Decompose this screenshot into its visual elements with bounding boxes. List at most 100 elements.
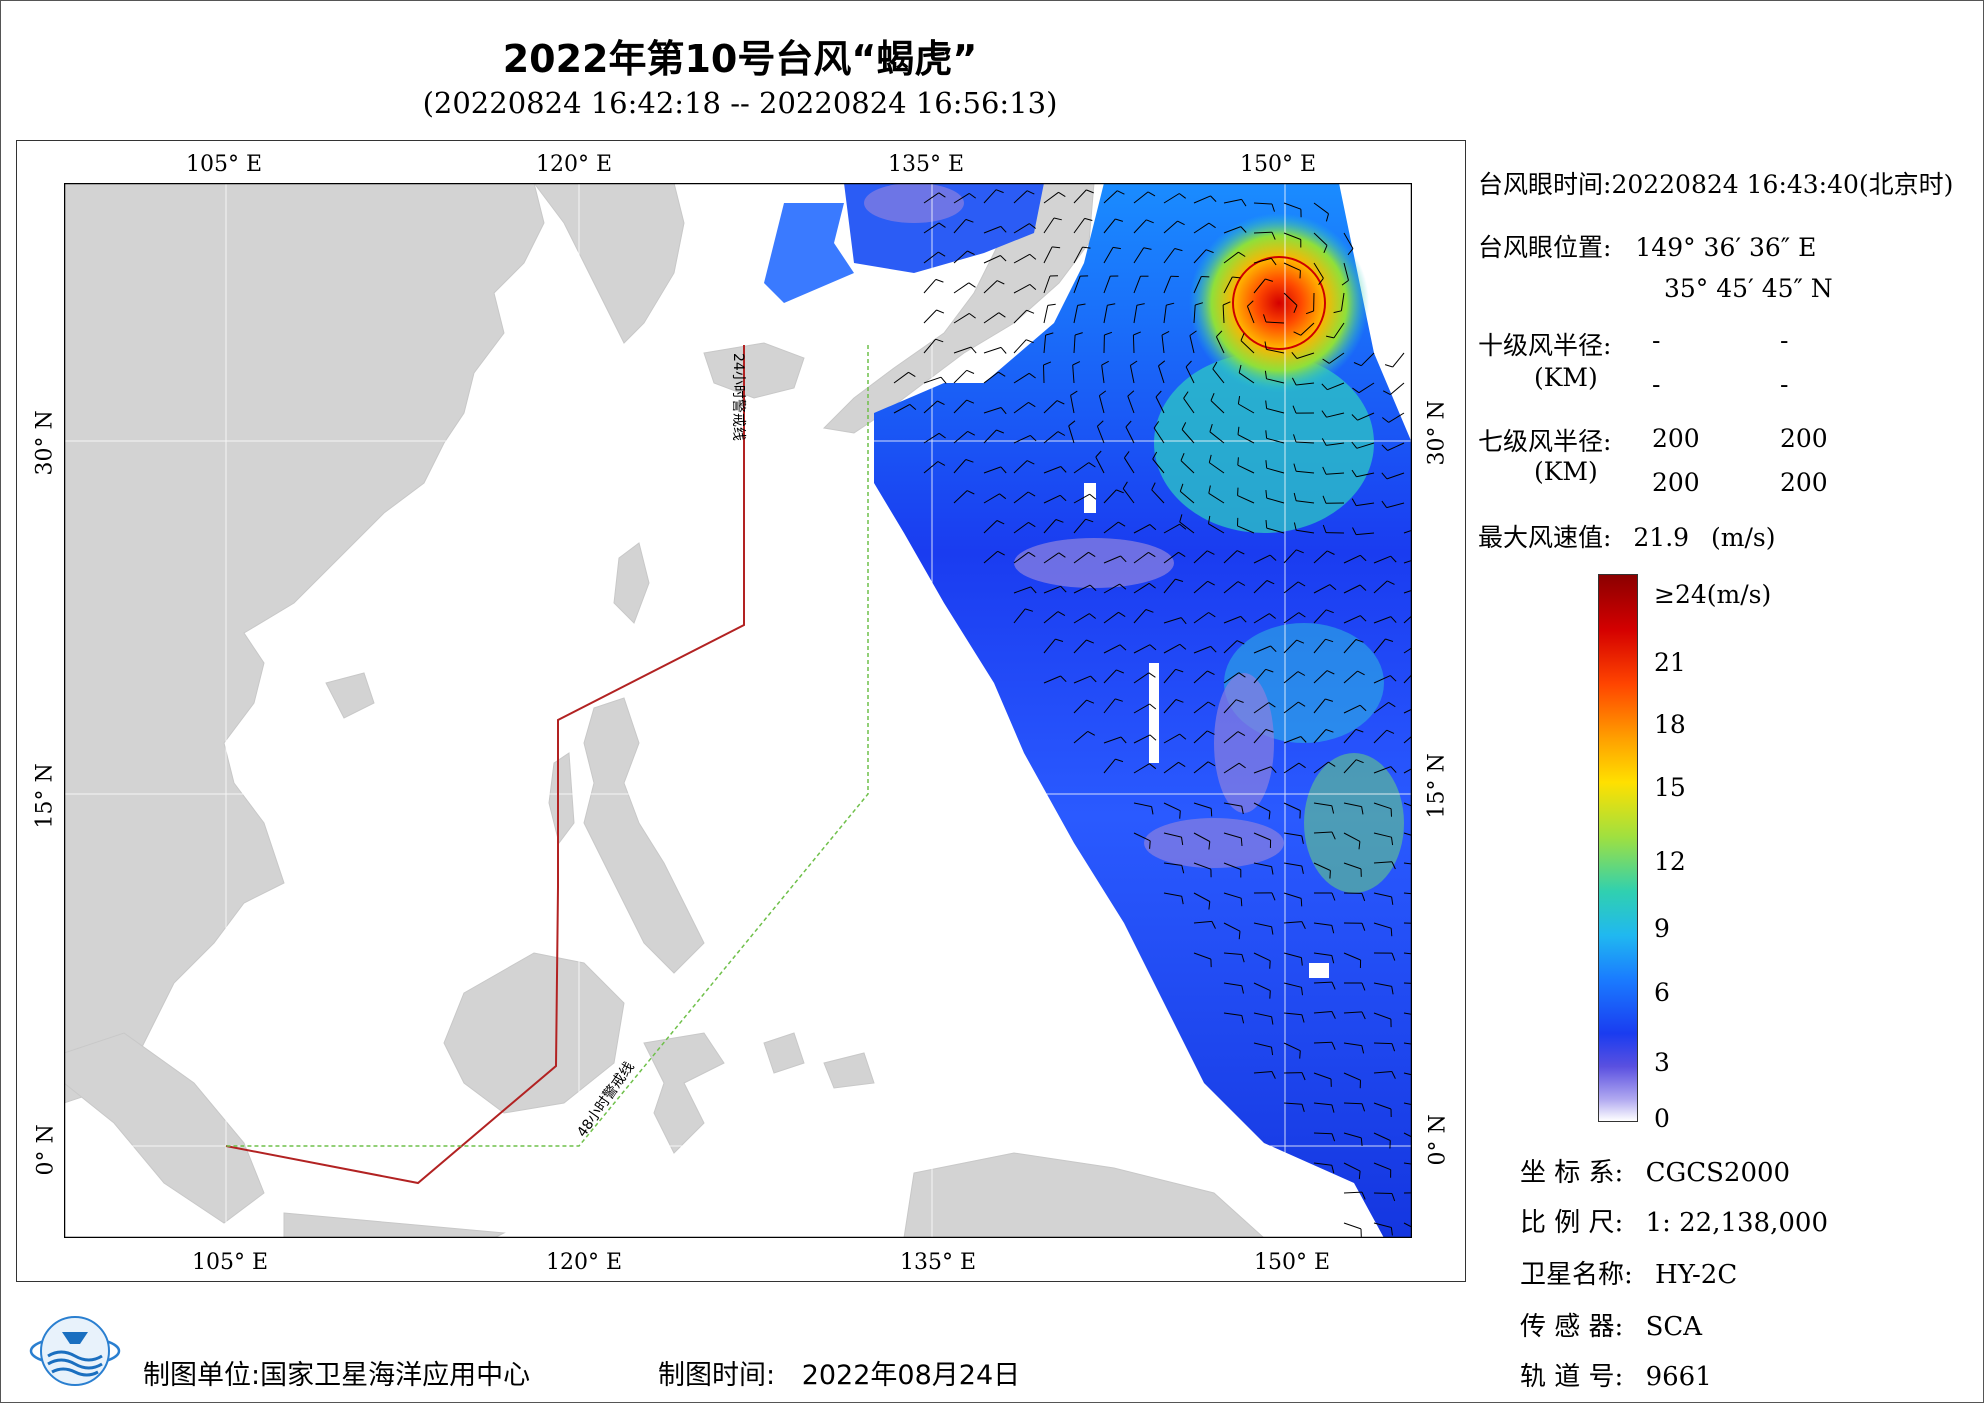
wind-barb-flag [1352, 387, 1360, 394]
wind-barb-flag [1175, 699, 1184, 703]
wind-barb-flag [1087, 730, 1096, 736]
r7-km: (KM) [1534, 457, 1598, 486]
wind-barb-flag [1325, 729, 1334, 733]
wind-barb-shaft [1043, 638, 1056, 654]
wind-barb-shaft [1283, 1012, 1302, 1016]
wind-barb-flag [1026, 190, 1035, 195]
wind-barb-flag [1029, 284, 1037, 290]
wind-barb-shaft [1073, 462, 1089, 474]
wind-barb-shaft [1266, 408, 1285, 414]
wind-barb-flag [1321, 438, 1327, 446]
wind-barb-flag [1088, 462, 1096, 468]
wind-barb-shaft [953, 490, 968, 504]
wind-barb-shaft [1073, 518, 1086, 534]
wind-barb-shaft [1043, 494, 1061, 504]
wind-barb-flag [968, 282, 976, 288]
wind-barb-shaft [923, 309, 937, 324]
wind-barb-shaft [983, 312, 1000, 324]
wind-barb-flag [1028, 521, 1036, 528]
wind-barb-shaft [1283, 639, 1297, 654]
wind-barb-flag [1271, 1047, 1274, 1056]
wind-barb-shaft [1356, 472, 1375, 478]
wind-barb-shaft [1073, 699, 1087, 714]
wind-barb-shaft [1246, 306, 1255, 324]
wind-barb-shaft [1043, 364, 1045, 384]
wind-barb-shaft [1073, 334, 1076, 354]
wind-barb-shaft [1163, 551, 1179, 564]
wind-barb-flag [1296, 639, 1305, 644]
crs-value: CGCS2000 [1645, 1158, 1791, 1188]
wind-barb-flag [1060, 585, 1067, 593]
wind-barb-flag [1235, 699, 1244, 703]
wind-barb-shaft [1043, 335, 1047, 354]
wind-barb-flag [1387, 580, 1395, 585]
wind-barb-flag [1207, 580, 1215, 586]
wind-barb-shaft [1223, 640, 1238, 654]
wind-barb-shaft [1253, 832, 1271, 841]
wind-barb-shaft [953, 250, 968, 264]
wind-barb-flag [966, 399, 975, 404]
map-panel[interactable]: 24小时警戒线 48小时警戒线 [64, 183, 1412, 1238]
wind-barb-shaft [1223, 615, 1241, 624]
footer-date: 制图时间: 2022年08月24日 [658, 1353, 1020, 1392]
wind-barb-shaft [1189, 335, 1195, 354]
wind-barb-shaft [983, 407, 1002, 414]
r10-km: (KM) [1534, 363, 1598, 392]
wind-barb-flag [1331, 1042, 1336, 1050]
wind-barb-shaft [1373, 832, 1392, 838]
lat-tick-left-0: 0° N [33, 1124, 59, 1176]
wind-barb-flag [1301, 987, 1303, 996]
wind-barb-flag [1208, 515, 1211, 524]
wind-barb-shaft [1387, 442, 1405, 451]
wind-barb-flag [1331, 831, 1336, 840]
wind-barb-flag [1179, 733, 1187, 740]
wind-barb-flag [1240, 837, 1243, 847]
wind-barb-flag [1089, 613, 1097, 619]
wind-barb-shaft [1103, 305, 1108, 324]
wind-barb-flag [1270, 766, 1277, 774]
wind-barb-flag [1328, 761, 1336, 767]
wind-barb-shaft [1123, 457, 1135, 474]
wind-barb-shaft [1013, 223, 1030, 234]
wind-barb-shaft [1133, 734, 1151, 744]
wind-barb-flag [997, 550, 1005, 556]
wind-barb-shaft [1193, 276, 1202, 294]
wind-barb-flag [1300, 898, 1303, 907]
wind-barb-shaft [983, 520, 998, 534]
wind-barb-shaft [1343, 615, 1361, 624]
wind-barb-shaft [1313, 1132, 1333, 1135]
wind-barb-shaft [1253, 257, 1272, 264]
wind-barb-shaft [1340, 292, 1345, 311]
wind-barb-shaft [1013, 586, 1032, 594]
wind-barb-shaft [1073, 551, 1089, 564]
wind-barb-flag [1210, 393, 1215, 401]
wind-barb-flag [1270, 258, 1277, 266]
wind-barb-shaft [1343, 952, 1361, 961]
wind-barb-shaft [923, 251, 939, 264]
wind-barb-flag [1208, 454, 1212, 463]
wind-barb-flag [968, 192, 976, 199]
wind-barb-flag [1237, 581, 1246, 586]
wind-barb-flag [1232, 276, 1241, 279]
wind-barb-shaft [1373, 1042, 1393, 1045]
wind-barb-shaft [1043, 431, 1059, 444]
wind-barb-shaft [1343, 639, 1357, 654]
wind-barb-flag [1238, 364, 1242, 373]
wind-barb-flag [996, 280, 1005, 285]
wind-barb-flag [1179, 643, 1187, 650]
wind-barb-shaft [1163, 305, 1167, 324]
wind-barb-flag [1325, 638, 1334, 643]
wind-barb-flag [1149, 840, 1151, 849]
wind-barb-shaft [1327, 382, 1345, 391]
wind-barb-flag [1045, 332, 1054, 336]
colorbar-label-15: 15 [1654, 773, 1686, 802]
wind-barb-shaft [1343, 262, 1349, 281]
wind-barb-shaft [1223, 226, 1241, 234]
wind-barb-flag [1269, 554, 1277, 561]
wind-barb-flag [1391, 896, 1394, 905]
wind-barb-shaft [1283, 832, 1302, 837]
wind-barb-flag [1089, 584, 1097, 591]
wind-barb-shaft [983, 346, 1002, 354]
wind-barb-flag [1356, 759, 1364, 764]
wind-barb-flag [938, 251, 946, 257]
